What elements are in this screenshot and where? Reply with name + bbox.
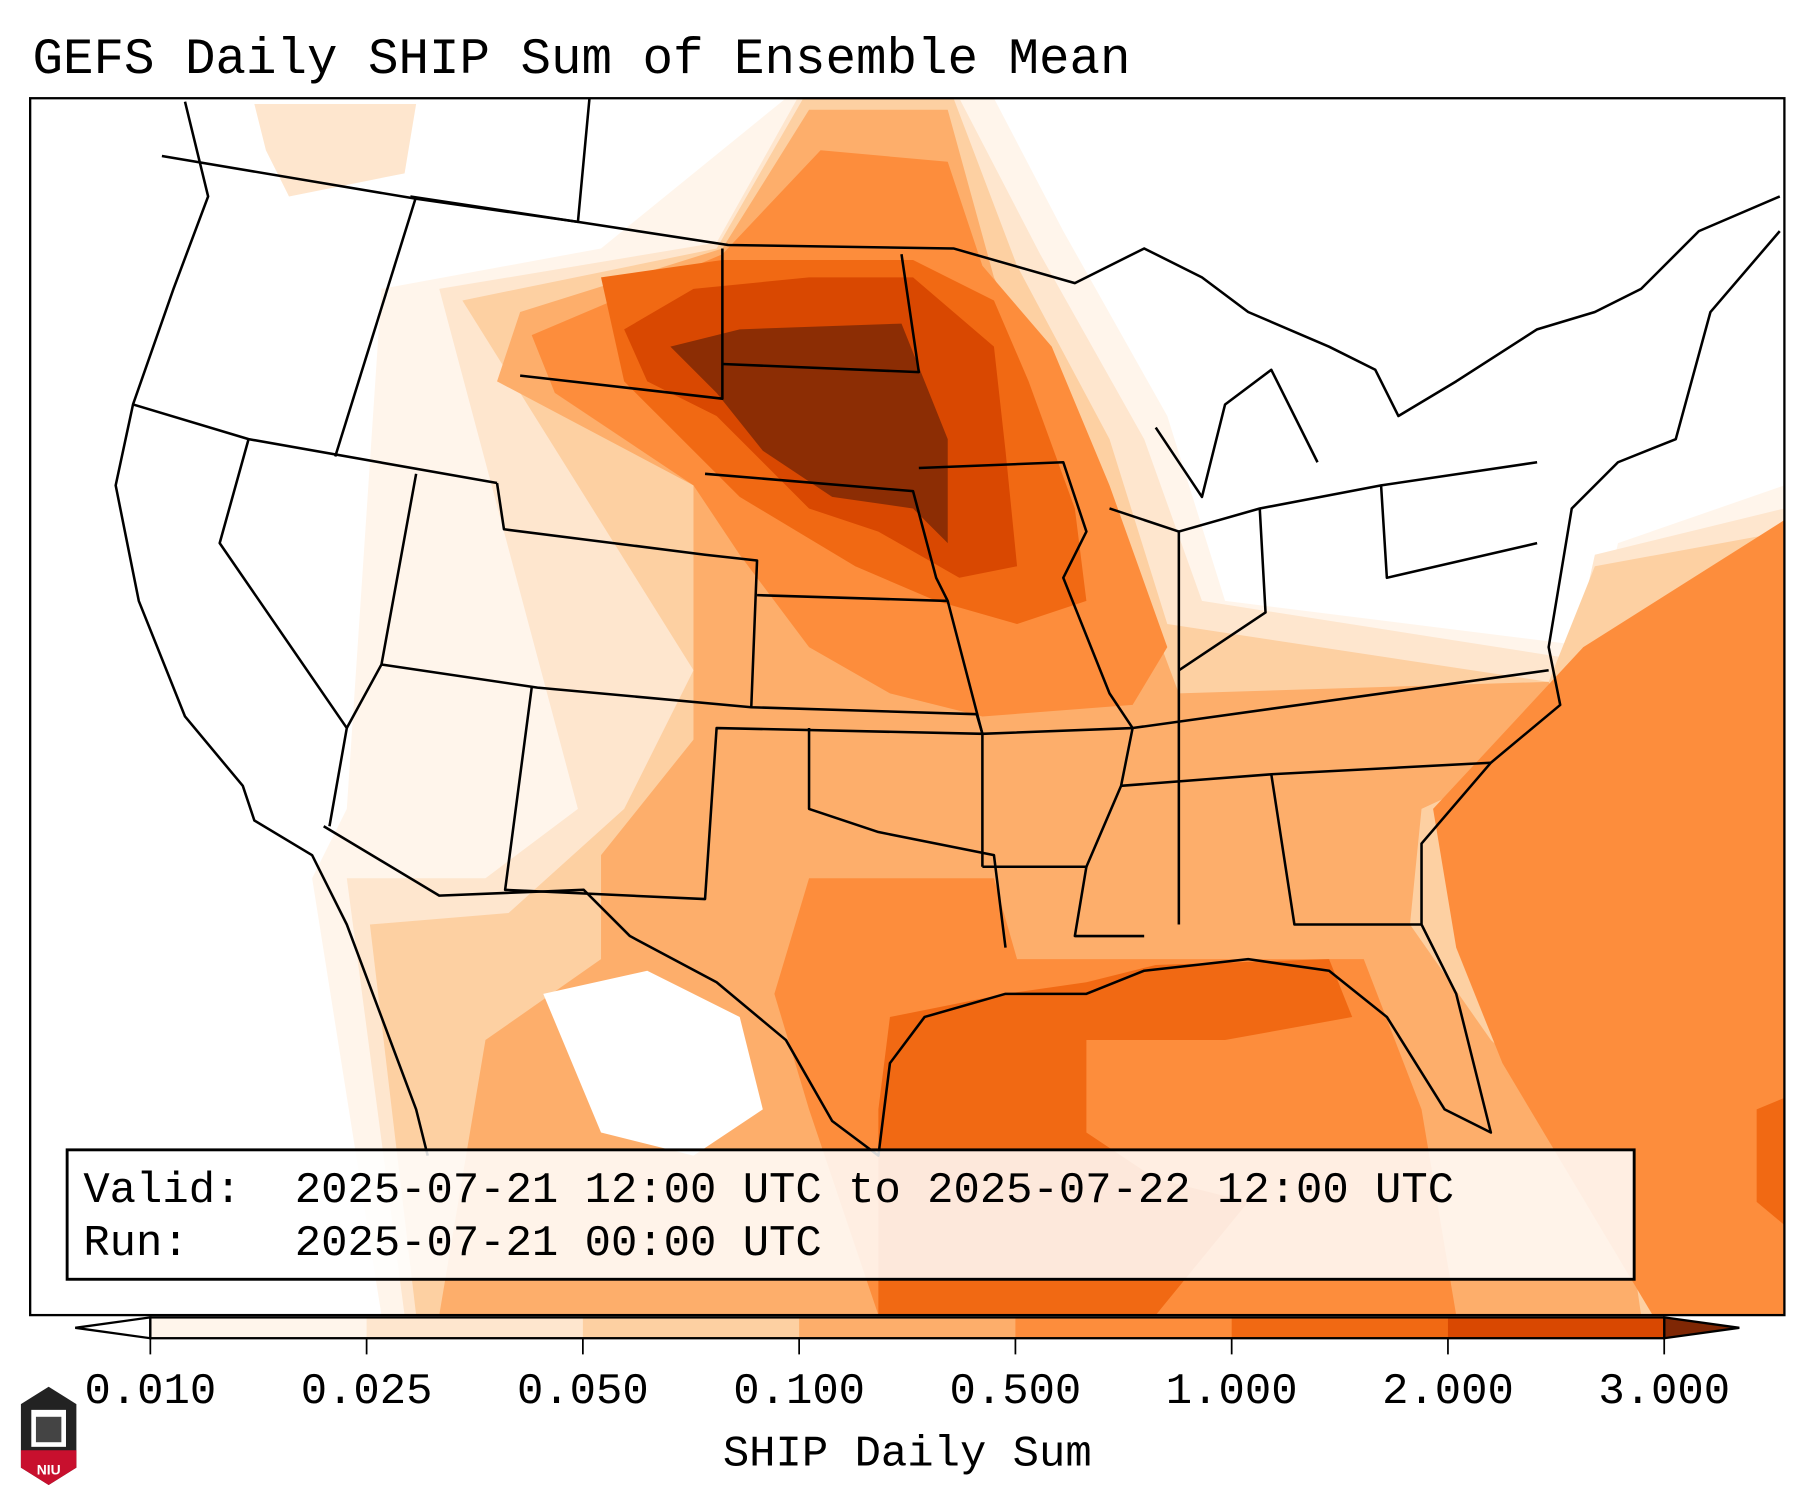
field-level-0.025-nw (254, 104, 417, 197)
geographic-borders (114, 98, 1781, 1157)
niu-logo: NIU (20, 1386, 77, 1485)
colorbar-label: SHIP Daily Sum (723, 1429, 1092, 1479)
colorbar-tick-label: 0.050 (517, 1367, 649, 1417)
valid-value: 2025-07-21 12:00 UTC to 2025-07-22 12:00… (295, 1166, 1454, 1216)
colorbar-segment (582, 1317, 800, 1339)
map-area (30, 98, 1785, 1316)
colorbar-segment (366, 1317, 584, 1339)
colorbar-over-arrow (1663, 1316, 1740, 1340)
valid-label: Valid: (83, 1166, 241, 1216)
colorbar-segment (150, 1317, 368, 1339)
colorbar-tick-label: 3.000 (1598, 1367, 1730, 1417)
field-level-0.500-atlantic (1433, 520, 1785, 1316)
colorbar-under-arrow (75, 1316, 152, 1340)
colorbar-tick-label: 0.010 (84, 1367, 216, 1417)
colorbar-segment (1447, 1317, 1665, 1339)
field-level-1.000-atlantic (1756, 1097, 1785, 1225)
colorbar-tick-label: 2.000 (1382, 1367, 1514, 1417)
svg-text:NIU: NIU (37, 1462, 61, 1478)
colorbar: 0.010 0.025 0.050 0.100 0.500 1.000 2.000 3.000 (75, 1316, 1740, 1417)
run-label: Run: (83, 1219, 188, 1269)
colorbar-outline (149, 1316, 1666, 1340)
colorbar-segment (1015, 1317, 1233, 1339)
map-frame (29, 97, 1786, 1317)
field-level-0.100-white-hole (543, 970, 763, 1156)
colorbar-segment (799, 1317, 1016, 1339)
run-value: 2025-07-21 00:00 UTC (295, 1219, 822, 1269)
info-box: Valid: 2025-07-21 12:00 UTC to 2025-07-2… (65, 1148, 1636, 1281)
colorbar-tick-label: 0.100 (733, 1367, 865, 1417)
colorbar-tick-label: 0.025 (301, 1367, 433, 1417)
colorbar-segment (1231, 1317, 1449, 1339)
colorbar-tick-label: 0.500 (950, 1367, 1082, 1417)
chart-title: GEFS Daily SHIP Sum of Ensemble Mean (32, 32, 1130, 89)
colorbar-tick-label: 1.000 (1166, 1367, 1298, 1417)
